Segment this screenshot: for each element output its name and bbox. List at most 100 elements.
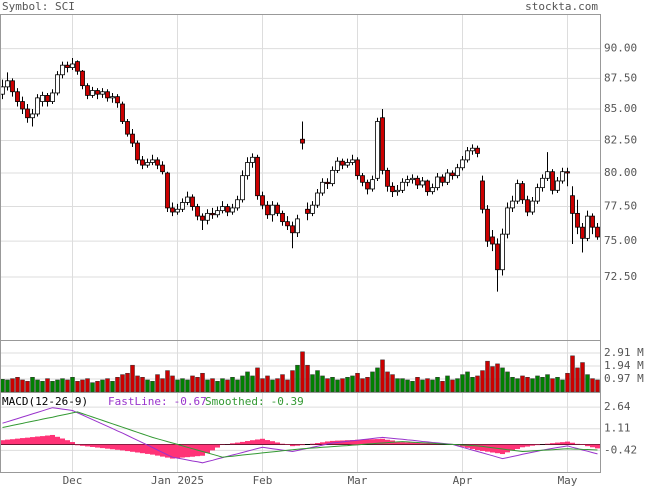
candle-body: [20, 101, 25, 110]
histogram-bar: [180, 444, 185, 458]
histogram-bar: [550, 443, 555, 445]
candle-body: [25, 108, 30, 119]
volume-bar: [520, 375, 525, 393]
volume-bar: [325, 378, 330, 393]
candle-body: [305, 208, 310, 214]
candle-body: [540, 177, 545, 189]
histogram-bar: [200, 444, 205, 456]
candle-body: [50, 92, 55, 102]
candle-body: [245, 162, 250, 177]
volume-bar: [410, 381, 415, 393]
histogram-bar: [105, 444, 110, 449]
volume-bar: [310, 374, 315, 393]
volume-bar: [155, 374, 160, 393]
site: stockta.com: [525, 0, 598, 13]
volume-bar: [540, 377, 545, 393]
histogram-bar: [95, 444, 100, 448]
y-tick-label: -0.42: [604, 443, 637, 456]
histogram-bar: [560, 442, 565, 445]
x-tick-label: Jan 2025: [151, 474, 204, 486]
volume-bar: [330, 377, 335, 393]
volume-bar: [0, 379, 5, 393]
histogram-bar: [110, 444, 115, 450]
histogram-bar: [5, 439, 10, 445]
histogram-bar: [555, 442, 560, 445]
candle-body: [435, 176, 440, 189]
candle-body: [5, 80, 10, 88]
macd-title: MACD(12-26-9): [2, 395, 88, 408]
histogram-bar: [565, 441, 570, 445]
legend-name: FastLine:: [108, 395, 168, 408]
candle-body: [40, 95, 45, 102]
histogram-bar: [235, 442, 240, 445]
candle-body: [260, 195, 265, 206]
histogram-bar: [590, 444, 595, 448]
candle-body: [510, 200, 515, 209]
candle-body: [345, 162, 350, 166]
volume-bar: [265, 375, 270, 393]
volume-bar: [350, 375, 355, 393]
volume-bar: [90, 382, 95, 393]
histogram-bar: [360, 439, 365, 445]
y-tick-label: 85.00: [604, 102, 637, 115]
histogram-bar: [185, 444, 190, 458]
volume-bar: [545, 374, 550, 393]
candle-body: [355, 159, 360, 177]
volume-bar: [160, 378, 165, 393]
volume-bar: [60, 378, 65, 393]
histogram-bar: [585, 444, 590, 447]
candle-body: [170, 207, 175, 213]
volume-bar: [425, 378, 430, 393]
candle-body: [450, 172, 455, 177]
histogram-bar: [480, 444, 485, 451]
volume-bar: [85, 378, 90, 393]
volume-bar: [215, 381, 220, 393]
macd-frame: [0, 392, 601, 473]
candle-body: [415, 177, 420, 186]
macd-line: [2, 407, 598, 464]
candle-body: [0, 86, 5, 95]
x-tick-label: Dec: [63, 474, 83, 486]
candle-body: [390, 185, 395, 193]
histogram-bar: [40, 436, 45, 445]
volume-bar: [40, 381, 45, 393]
histogram-bar: [595, 444, 600, 449]
volume-bar: [295, 364, 300, 393]
histogram-bar: [160, 444, 165, 457]
candle-body: [405, 179, 410, 183]
histogram-bar: [175, 444, 180, 459]
volume-bar: [305, 364, 310, 393]
candle-body: [565, 171, 570, 174]
histogram-bar: [345, 440, 350, 445]
histogram-bar: [240, 441, 245, 445]
candle-body: [125, 121, 130, 135]
candle-body: [145, 162, 150, 166]
candle-body: [365, 181, 370, 190]
volume-bar: [180, 378, 185, 393]
histogram-bar: [530, 444, 535, 446]
volume-bar: [460, 374, 465, 393]
volume-bar: [355, 372, 360, 393]
candle-body: [110, 96, 115, 99]
volume-bar: [375, 367, 380, 393]
histogram-bar: [415, 442, 420, 445]
y-tick-label: 0.97 M: [604, 372, 644, 385]
volume-bar: [525, 377, 530, 393]
macd-legend: FastLine: -0.67: [108, 395, 207, 408]
candle-body: [485, 208, 490, 242]
volume-bar: [230, 377, 235, 393]
volume-bar: [435, 377, 440, 393]
volume-bar: [445, 375, 450, 393]
volume-bar: [450, 379, 455, 393]
histogram-bar: [340, 440, 345, 445]
volume-bar: [280, 374, 285, 393]
volume-bar: [50, 381, 55, 393]
candle-body: [45, 95, 50, 102]
candle-body: [505, 207, 510, 235]
volume-bar: [210, 378, 215, 393]
volume-bar: [565, 372, 570, 393]
histogram-bar: [285, 444, 290, 446]
candle-body: [420, 180, 425, 186]
volume-bar: [340, 378, 345, 393]
y-tick-label: 2.64: [604, 400, 631, 413]
